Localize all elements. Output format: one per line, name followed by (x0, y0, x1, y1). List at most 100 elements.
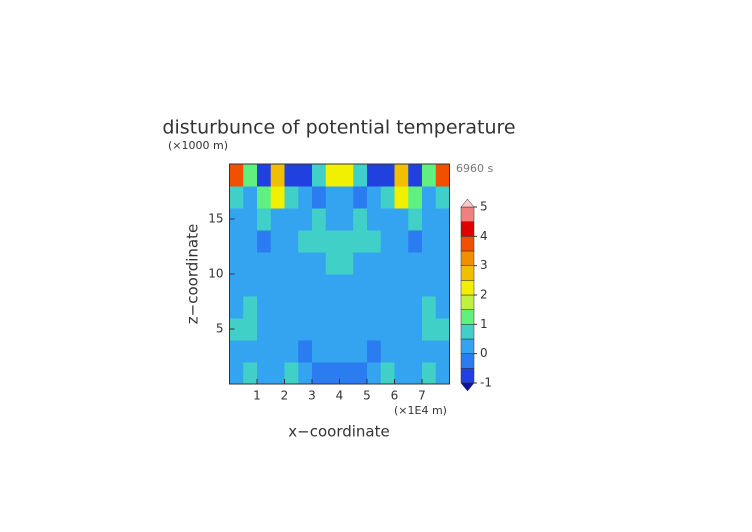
field-cell (380, 230, 395, 253)
field-cell (435, 186, 450, 209)
field-cell (367, 208, 382, 231)
colorbar-band (460, 221, 475, 237)
field-cell (243, 186, 258, 209)
field-cell (257, 318, 272, 341)
field-cell (229, 318, 244, 341)
colorbar-tick-label: 1 (480, 317, 488, 331)
field-cell (229, 362, 244, 385)
field-cell (243, 296, 258, 319)
field-cell (270, 208, 285, 231)
colorbar-band (460, 206, 475, 222)
field-cell (380, 296, 395, 319)
field-cell (257, 274, 272, 297)
field-cell (353, 208, 368, 231)
field-cell (284, 252, 299, 275)
field-cell (298, 252, 313, 275)
field-cell (408, 340, 423, 363)
field-cell (394, 274, 409, 297)
field-cell (298, 274, 313, 297)
field-cell (229, 252, 244, 275)
field-cell (284, 318, 299, 341)
field-cell (298, 164, 313, 187)
field-cell (435, 252, 450, 275)
field-cell (422, 208, 437, 231)
field-cell (353, 318, 368, 341)
field-cell (325, 252, 340, 275)
field-cell (270, 296, 285, 319)
field-cell (284, 362, 299, 385)
field-cell (367, 274, 382, 297)
colorbar-over (460, 198, 475, 208)
field-cell (394, 230, 409, 253)
field-cell (229, 230, 244, 253)
field-cell (394, 362, 409, 385)
field-cell (270, 318, 285, 341)
field-cell (422, 318, 437, 341)
field-cell (435, 362, 450, 385)
field-cell (325, 340, 340, 363)
field-cell (408, 230, 423, 253)
field-cell (339, 296, 354, 319)
field-cell (243, 208, 258, 231)
field-cell (257, 252, 272, 275)
field-cell (353, 362, 368, 385)
field-cell (257, 362, 272, 385)
field-cell (257, 164, 272, 187)
field-cell (243, 230, 258, 253)
colorbar-band (460, 250, 475, 266)
field-cell (284, 296, 299, 319)
field-cell (367, 252, 382, 275)
field-cell (312, 318, 327, 341)
field-cell (380, 318, 395, 341)
field-cell (435, 318, 450, 341)
field-cell (353, 340, 368, 363)
field-cell (243, 252, 258, 275)
field-cell (270, 274, 285, 297)
y-axis-label: z−coordinate (184, 224, 202, 324)
field-cell (394, 296, 409, 319)
field-cell (435, 208, 450, 231)
field-cell (394, 340, 409, 363)
y-tick-label: 10 (208, 267, 223, 281)
field-cell (435, 274, 450, 297)
field-cell (353, 186, 368, 209)
colorbar-tick-label: 0 (480, 346, 488, 360)
field-cell (339, 362, 354, 385)
field-cell (367, 318, 382, 341)
field-cell (312, 252, 327, 275)
field-cell (243, 164, 258, 187)
field-cell (325, 230, 340, 253)
field-cell (339, 164, 354, 187)
colorbar-band (460, 236, 475, 252)
colorbar-band (460, 265, 475, 281)
colorbar-band (460, 324, 475, 340)
field-cell (422, 252, 437, 275)
field-cell (284, 164, 299, 187)
field-cell (339, 252, 354, 275)
field-cell (257, 230, 272, 253)
colorbar-tick-label: 4 (480, 229, 488, 243)
colorbar-tick-label: 2 (480, 288, 488, 302)
x-tick-label: 2 (281, 389, 289, 403)
field-cell (394, 208, 409, 231)
field-cell (257, 208, 272, 231)
field-cell (270, 164, 285, 187)
field-cell (353, 296, 368, 319)
field-cell (243, 362, 258, 385)
time-label: 6960 s (456, 162, 493, 175)
field-cell (339, 208, 354, 231)
field-cell (325, 164, 340, 187)
colorbar-band (460, 294, 475, 310)
field-cell (408, 252, 423, 275)
field-cell (229, 296, 244, 319)
chart-title: disturbunce of potential temperature (162, 117, 515, 139)
y-unit: (×1000 m) (168, 139, 228, 152)
field-cell (312, 164, 327, 187)
field-cell (325, 362, 340, 385)
field-cell (325, 274, 340, 297)
field-cell (325, 186, 340, 209)
field-cell (243, 340, 258, 363)
field-cell (298, 362, 313, 385)
x-tick-label: 4 (336, 389, 344, 403)
